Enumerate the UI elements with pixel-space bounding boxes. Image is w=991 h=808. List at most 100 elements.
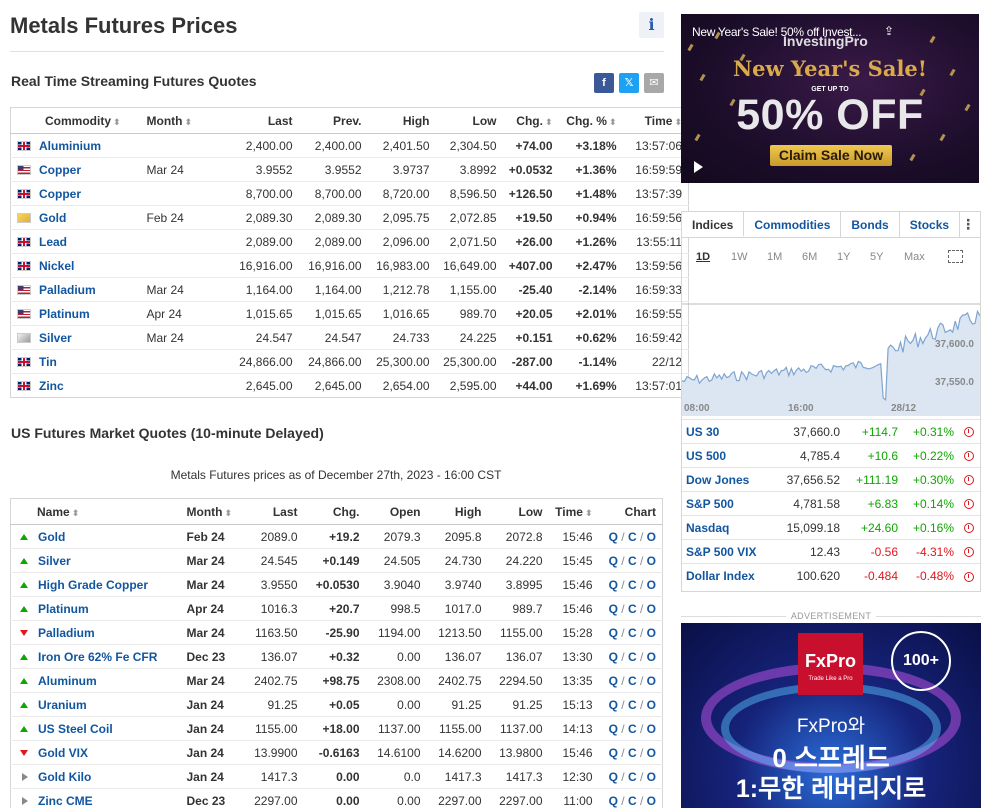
tab-bonds[interactable]: Bonds	[841, 212, 900, 237]
chart-link-q[interactable]: Q	[608, 721, 618, 736]
commodity-link[interactable]: Copper	[39, 162, 81, 177]
instrument-link[interactable]: Aluminum	[38, 673, 97, 688]
column-header-chg[interactable]: Chg. % ⬍	[558, 107, 623, 134]
column-header-month[interactable]: Month ⬍	[180, 498, 239, 525]
period-1m[interactable]: 1M	[767, 251, 783, 263]
instrument-link[interactable]: Platinum	[38, 601, 89, 616]
index-link[interactable]: Nasdaq	[686, 520, 730, 535]
index-link[interactable]: S&P 500	[686, 496, 734, 511]
period-1d[interactable]: 1D	[696, 251, 711, 263]
column-header-high[interactable]: High	[367, 107, 436, 134]
fxpro-advertisement[interactable]: FxPro Trade Like a Pro 100+ FxPro와 0 스프레…	[681, 623, 981, 808]
column-header-time[interactable]: Time ⬍	[548, 498, 599, 525]
chart-link-q[interactable]: Q	[608, 553, 618, 568]
instrument-link[interactable]: US Steel Coil	[38, 721, 113, 736]
column-header-month[interactable]: Month ⬍	[140, 107, 215, 134]
column-header-open[interactable]: Open	[365, 498, 427, 525]
period-6m[interactable]: 6M	[802, 251, 818, 263]
chart-link-q[interactable]: Q	[608, 529, 618, 544]
chart-link-o[interactable]: O	[646, 529, 656, 544]
sort-icon[interactable]: ⬍	[584, 507, 593, 518]
tab-commodities[interactable]: Commodities	[744, 212, 842, 237]
chart-link-c[interactable]: C	[627, 553, 637, 568]
column-header-low[interactable]: Low	[487, 498, 549, 525]
index-link[interactable]: S&P 500 VIX	[686, 544, 757, 559]
chart-link-q[interactable]: Q	[608, 601, 618, 616]
chart-link-c[interactable]: C	[627, 625, 637, 640]
column-header-prev[interactable]: Prev.	[298, 107, 368, 134]
chart-link-q[interactable]: Q	[608, 745, 618, 760]
chart-link-c[interactable]: C	[627, 793, 637, 808]
sort-icon[interactable]: ⬍	[113, 116, 121, 127]
chart-link-c[interactable]: C	[627, 673, 637, 688]
chart-link-o[interactable]: O	[646, 601, 656, 616]
chart-link-q[interactable]: Q	[608, 577, 618, 592]
chart-link-c[interactable]: C	[627, 601, 637, 616]
sort-icon[interactable]: ⬍	[224, 507, 233, 518]
tab-stocks[interactable]: Stocks	[900, 212, 961, 237]
column-header-chg[interactable]: Chg.	[303, 498, 366, 525]
commodity-link[interactable]: Silver	[39, 330, 72, 345]
sort-icon[interactable]: ⬍	[544, 116, 553, 127]
column-header-last[interactable]: Last	[238, 498, 304, 525]
commodity-link[interactable]: Zinc	[39, 378, 64, 393]
chart-link-o[interactable]: O	[646, 745, 656, 760]
instrument-link[interactable]: High Grade Copper	[38, 577, 149, 592]
instrument-link[interactable]: Palladium	[38, 625, 95, 640]
claim-sale-button[interactable]: Claim Sale Now	[770, 145, 892, 166]
chart-link-c[interactable]: C	[627, 769, 637, 784]
chart-link-q[interactable]: Q	[608, 625, 618, 640]
info-icon[interactable]: i	[639, 12, 664, 38]
chart-link-q[interactable]: Q	[608, 673, 618, 688]
chart-link-o[interactable]: O	[646, 625, 656, 640]
chart-link-q[interactable]: Q	[608, 697, 618, 712]
sort-icon[interactable]: ⬍	[674, 116, 682, 127]
chart-link-c[interactable]: C	[627, 577, 637, 592]
chart-link-o[interactable]: O	[646, 697, 656, 712]
commodity-link[interactable]: Nickel	[39, 258, 75, 273]
tab-indices[interactable]: Indices	[682, 212, 745, 237]
chart-link-o[interactable]: O	[646, 673, 656, 688]
column-header-time[interactable]: Time ⬍	[622, 107, 689, 134]
chart-link-o[interactable]: O	[646, 793, 656, 808]
index-link[interactable]: US 500	[686, 448, 727, 463]
chart-link-c[interactable]: C	[627, 697, 637, 712]
chart-link-o[interactable]: O	[646, 769, 656, 784]
chart-link-o[interactable]: O	[646, 649, 656, 664]
expand-chart-icon[interactable]	[948, 250, 963, 263]
instrument-link[interactable]: Silver	[38, 553, 71, 568]
instrument-link[interactable]: Uranium	[38, 697, 87, 712]
commodity-link[interactable]: Lead	[39, 234, 68, 249]
mail-share-icon[interactable]: ✉	[644, 73, 664, 93]
instrument-link[interactable]: Gold Kilo	[38, 769, 92, 784]
column-header-chg[interactable]: Chg. ⬍	[502, 107, 559, 134]
chart-link-o[interactable]: O	[646, 553, 656, 568]
index-link[interactable]: Dollar Index	[686, 568, 755, 583]
twitter-share-icon[interactable]: 𝕏	[619, 73, 639, 93]
more-tabs-icon[interactable]: ⋮	[961, 216, 976, 232]
instrument-link[interactable]: Gold VIX	[38, 745, 89, 760]
chart-link-c[interactable]: C	[627, 529, 637, 544]
commodity-link[interactable]: Platinum	[39, 306, 90, 321]
period-1y[interactable]: 1Y	[837, 251, 851, 263]
commodity-link[interactable]: Palladium	[39, 282, 96, 297]
period-1w[interactable]: 1W	[731, 251, 748, 263]
column-header-name[interactable]: Name ⬍	[10, 498, 181, 525]
play-icon[interactable]	[694, 161, 703, 173]
chart-link-o[interactable]: O	[646, 721, 656, 736]
index-link[interactable]: US 30	[686, 424, 720, 439]
share-arrow-icon[interactable]: ⇪	[884, 24, 895, 38]
commodity-link[interactable]: Gold	[39, 210, 67, 225]
column-header-chart[interactable]: Chart	[598, 498, 663, 525]
instrument-link[interactable]: Zinc CME	[38, 793, 93, 808]
instrument-link[interactable]: Gold	[38, 529, 66, 544]
index-link[interactable]: Dow Jones	[686, 472, 750, 487]
chart-link-o[interactable]: O	[646, 577, 656, 592]
chart-link-c[interactable]: C	[627, 649, 637, 664]
facebook-share-icon[interactable]: f	[594, 73, 614, 93]
column-header-low[interactable]: Low	[435, 107, 503, 134]
chart-link-c[interactable]: C	[627, 721, 637, 736]
investingpro-promo-banner[interactable]: New Year's Sale! 50% off Invest... ⇪ Inv…	[681, 14, 979, 183]
column-header-high[interactable]: High	[426, 498, 488, 525]
period-5y[interactable]: 5Y	[870, 251, 884, 263]
